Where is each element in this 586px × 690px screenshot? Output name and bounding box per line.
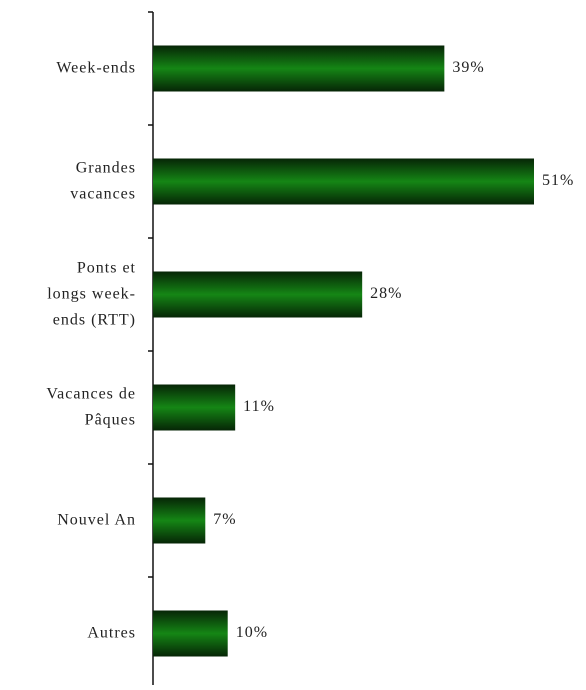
value-label: 10% [236,624,268,641]
bar [153,384,236,431]
category-label: Grandes vacances [70,159,136,202]
category-line: vacances [70,185,136,202]
bar [153,158,534,205]
category-line: ends (RTT) [53,311,136,328]
bar [153,45,445,92]
value-label: 11% [243,398,275,415]
bar [153,271,363,318]
value-label: 7% [213,511,236,528]
category-line: Autres [87,624,136,641]
category-line: Nouvel An [57,511,136,528]
category-line: Ponts et [77,259,136,276]
bar [153,610,228,657]
category-label: Nouvel An [57,511,136,528]
category-line: Vacances de [46,385,136,402]
bar [153,497,206,544]
category-label: Autres [87,624,136,641]
value-label: 39% [452,59,484,76]
category-label: Ponts et longs week-ends (RTT) [47,259,136,328]
category-label: Vacances de Pâques [46,385,136,428]
value-label: 28% [370,285,402,302]
category-line: longs week- [47,285,136,302]
category-line: Week-ends [56,59,136,76]
category-line: Grandes [76,159,136,176]
category-label: Week-ends [56,59,136,76]
value-label: 51% [542,172,574,189]
category-line: Pâques [85,411,136,428]
